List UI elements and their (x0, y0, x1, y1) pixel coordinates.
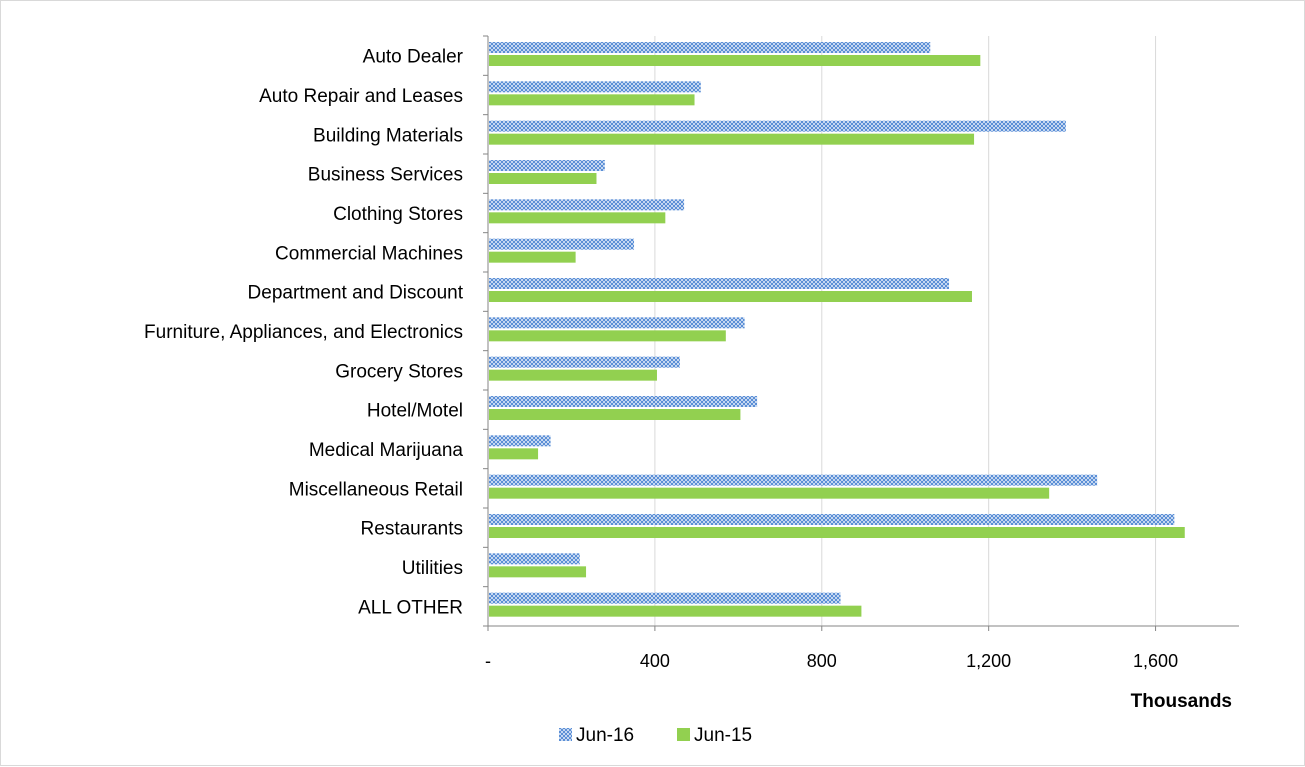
category-label: Furniture, Appliances, and Electronics (144, 322, 463, 343)
bar-jun-15 (489, 487, 1050, 499)
x-unit-label: Thousands (1131, 691, 1232, 712)
category-label: Miscellaneous Retail (289, 479, 463, 500)
bar-jun-15 (489, 409, 741, 420)
bar-jun-16 (489, 474, 1098, 486)
bar-jun-16 (489, 356, 680, 368)
bar-jun-16 (489, 514, 1175, 525)
bar-jun-15 (489, 94, 695, 106)
category-label: Department and Discount (248, 283, 464, 304)
category-label: Hotel/Motel (367, 401, 463, 422)
bar-jun-16 (489, 396, 758, 407)
bar-jun-15 (489, 212, 666, 224)
bar-jun-16 (489, 42, 931, 53)
bar-jun-16 (489, 160, 605, 171)
bar-jun-15 (489, 369, 657, 381)
category-label: ALL OTHER (358, 597, 463, 618)
legend-swatch (559, 728, 572, 741)
bar-jun-16 (489, 199, 685, 211)
legend-label: Jun-16 (576, 725, 634, 746)
category-label: Grocery Stores (335, 361, 463, 382)
bar-jun-15 (489, 251, 576, 263)
bars (489, 42, 1185, 617)
bar-jun-15 (489, 605, 862, 617)
bar-jun-16 (489, 120, 1066, 132)
x-tick-label: 1,200 (966, 651, 1011, 671)
category-label: Commercial Machines (275, 243, 463, 264)
category-label: Building Materials (313, 125, 463, 146)
bar-jun-16 (489, 81, 701, 93)
bar-jun-16 (489, 553, 580, 565)
category-label: Business Services (308, 165, 463, 186)
axes (483, 35, 1239, 631)
bar-jun-16 (489, 435, 551, 447)
bar-jun-15 (489, 133, 975, 145)
legend: Jun-16 Jun-15 (559, 725, 752, 746)
bar-jun-15 (489, 173, 597, 184)
legend-swatch (677, 728, 690, 741)
x-tick-label: 800 (807, 651, 837, 671)
bar-jun-16 (489, 592, 841, 604)
category-label: Auto Dealer (363, 47, 464, 68)
bar-jun-15 (489, 330, 726, 342)
tick-labels: - 400 800 1,200 1,600 (485, 651, 1178, 671)
bar-jun-15 (489, 566, 587, 578)
legend-label: Jun-15 (694, 725, 752, 746)
category-labels: Auto Dealer Auto Repair and Leases Buildin… (144, 47, 464, 619)
category-label: Auto Repair and Leases (259, 86, 463, 107)
bar-jun-15 (489, 55, 981, 66)
bar-jun-16 (489, 238, 635, 250)
bar-jun-15 (489, 448, 539, 460)
bar-jun-15 (489, 291, 972, 302)
bar-jun-16 (489, 278, 950, 289)
x-tick-label: 400 (640, 651, 670, 671)
bar-jun-15 (489, 527, 1185, 538)
category-label: Clothing Stores (333, 204, 463, 225)
category-label: Restaurants (361, 519, 463, 540)
x-tick-label: 1,600 (1133, 651, 1178, 671)
category-label: Utilities (402, 558, 463, 579)
category-label: Medical Marijuana (309, 440, 464, 461)
bar-jun-16 (489, 317, 745, 329)
x-tick-label: - (485, 651, 491, 671)
